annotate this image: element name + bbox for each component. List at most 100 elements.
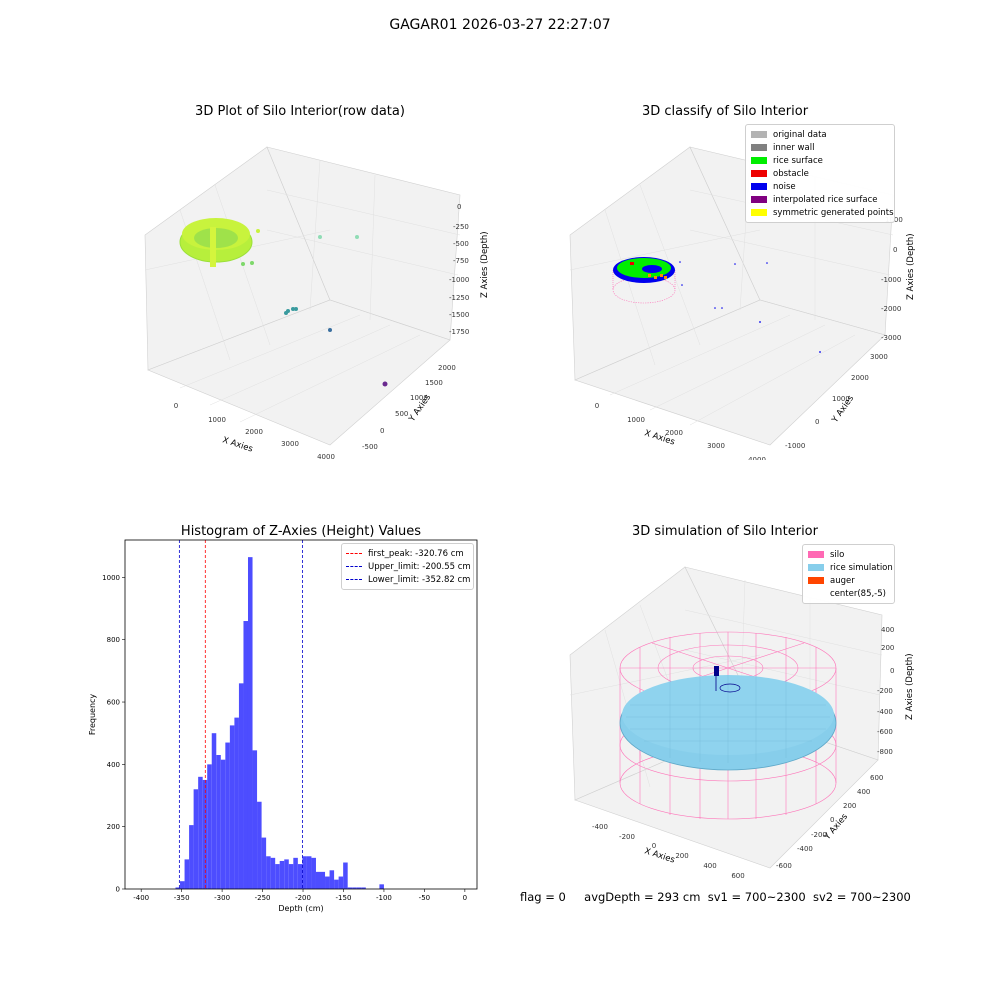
legend-swatch xyxy=(808,577,824,584)
x-tick-label: -200 xyxy=(295,894,311,902)
x-tick-label: -150 xyxy=(336,894,352,902)
raw-z-tick-6: -1500 xyxy=(449,311,469,319)
sv2-text: sv2 = 700~2300 xyxy=(812,890,911,904)
legend-swatch-empty xyxy=(808,590,824,597)
legend-label: noise xyxy=(773,181,796,192)
raw-y-tick-5: 2000 xyxy=(438,364,456,372)
classify-z-tick-3: -2000 xyxy=(881,305,901,313)
histogram-bar xyxy=(288,864,294,889)
classify-x-tick-0: 0 xyxy=(595,402,599,410)
sim-y-tick-3: 0 xyxy=(830,816,834,824)
sim-x-tick-4: 400 xyxy=(703,862,716,870)
raw-y-tick-1: 0 xyxy=(380,427,384,435)
histogram-x-label: Depth (cm) xyxy=(278,904,323,913)
y-tick-label: 600 xyxy=(107,699,120,707)
legend-swatch xyxy=(751,170,767,177)
sim-x-tick-5: 600 xyxy=(731,872,744,880)
sim-x-tick-1: -200 xyxy=(619,833,635,841)
sim-z-tick-2: 0 xyxy=(890,667,894,675)
sim-x-tick-3: 200 xyxy=(675,852,688,860)
raw-x-label: X Axies xyxy=(221,435,254,454)
sim-y-label: Y Axies xyxy=(822,812,850,843)
legend-line xyxy=(346,566,362,567)
classify-y-tick-1: 0 xyxy=(815,418,819,426)
histogram-bar xyxy=(207,764,212,889)
legend-label: auger xyxy=(830,575,855,586)
y-tick-label: 1000 xyxy=(102,574,120,582)
histogram-bar xyxy=(329,870,335,889)
histogram-bar xyxy=(320,871,326,889)
histogram-bar xyxy=(198,776,203,889)
sim-z-tick-3: -200 xyxy=(877,687,893,695)
histogram-bar xyxy=(311,857,316,889)
x-tick-label: -250 xyxy=(255,894,271,902)
raw-z-label: Z Axies (Depth) xyxy=(480,231,490,298)
sim-y-tick-2: -200 xyxy=(811,831,827,839)
classify-x-tick-1: 1000 xyxy=(627,416,645,424)
histogram-bar xyxy=(252,750,258,889)
sv1-text: sv1 = 700~2300 xyxy=(707,890,806,904)
histogram-bar xyxy=(261,837,267,889)
y-tick-label: 0 xyxy=(116,886,120,894)
legend-item-silo: silo xyxy=(808,548,889,561)
legend-label: rice simulation xyxy=(830,562,893,573)
x-tick-label: -400 xyxy=(133,894,149,902)
legend-item-inner-wall: inner wall xyxy=(751,141,889,154)
histogram-bar xyxy=(338,876,344,889)
avg-depth-text: avgDepth = 293 cm xyxy=(584,890,701,904)
histogram-bar xyxy=(334,879,339,889)
y-tick-label: 200 xyxy=(107,823,120,831)
legend-swatch xyxy=(808,564,824,571)
legend-swatch xyxy=(808,551,824,558)
legend-swatch xyxy=(751,144,767,151)
sim-y-tick-1: -400 xyxy=(797,845,813,853)
raw-z-tick-3: -750 xyxy=(453,257,469,265)
histogram-bar xyxy=(270,857,276,889)
simulation-legend: silo rice simulation auger center(85,-5) xyxy=(802,544,895,604)
sim-y-tick-6: 600 xyxy=(870,774,883,782)
x-tick-label: -50 xyxy=(419,894,430,902)
histogram-bar xyxy=(184,859,190,889)
classify-y-tick-3: 2000 xyxy=(851,374,869,382)
flag-text: flag = 0 xyxy=(520,890,566,904)
legend-label: silo xyxy=(830,549,845,560)
histogram-legend: first_peak: -320.76 cm Upper_limit: -200… xyxy=(341,543,474,590)
raw-y-tick-3: 1000 xyxy=(410,394,428,402)
legend-item-center: center(85,-5) xyxy=(808,587,889,600)
histogram-bar xyxy=(216,755,221,889)
legend-label: rice surface xyxy=(773,155,823,166)
raw-x-tick-0: 0 xyxy=(174,402,178,410)
histogram-bar xyxy=(220,759,226,889)
legend-label: Lower_limit: -352.82 cm xyxy=(368,574,471,585)
classify-z-label: Z Axies (Depth) xyxy=(906,233,916,300)
legend-swatch xyxy=(751,131,767,138)
legend-item-interpolated: interpolated rice surface xyxy=(751,193,889,206)
legend-item-rice-simulation: rice simulation xyxy=(808,561,893,574)
classify-plot-title: 3D classify of Silo Interior xyxy=(641,104,809,119)
histogram-bar xyxy=(279,860,285,889)
histogram-bar xyxy=(266,856,271,889)
sim-z-tick-1: 200 xyxy=(881,644,894,652)
x-tick-label: -300 xyxy=(214,894,230,902)
sim-z-tick-6: -800 xyxy=(877,748,893,756)
raw-y-tick-4: 1500 xyxy=(425,379,443,387)
histogram-bar xyxy=(379,884,384,889)
histogram-chart: -400 -350 -300 -250 -200 -150 -100 -50 0 0 200 400… xyxy=(88,539,478,913)
raw-x-tick-1: 1000 xyxy=(208,416,226,424)
histogram-bar xyxy=(297,864,303,889)
legend-item-original: original data xyxy=(751,128,889,141)
legend-item-noise: noise xyxy=(751,180,889,193)
histogram-bar xyxy=(234,717,239,889)
x-tick-label: -350 xyxy=(174,894,190,902)
histogram-bar xyxy=(284,859,289,889)
raw-z-tick-2: -500 xyxy=(453,240,469,248)
raw-x-tick-2: 2000 xyxy=(245,428,263,436)
histogram-bar xyxy=(238,683,244,889)
legend-item-obstacle: obstacle xyxy=(751,167,889,180)
raw-z-tick-1: -250 xyxy=(453,223,469,231)
sim-x-tick-2: 0 xyxy=(652,842,656,850)
raw-z-tick-5: -1250 xyxy=(449,294,469,302)
histogram-y-label: Frequency xyxy=(88,694,97,736)
sim-x-tick-0: -400 xyxy=(592,823,608,831)
legend-item-first-peak: first_peak: -320.76 cm xyxy=(346,547,469,560)
